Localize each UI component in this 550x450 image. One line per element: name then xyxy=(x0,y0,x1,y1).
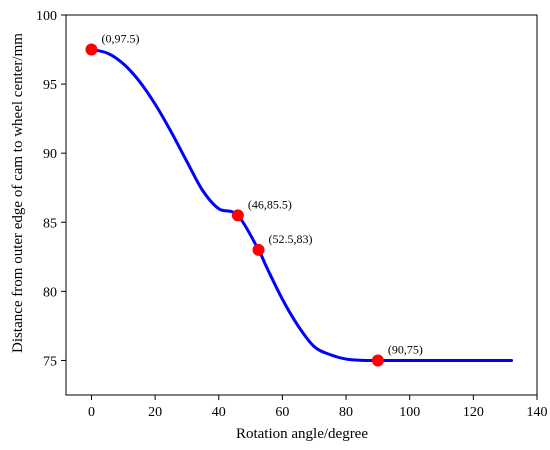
y-tick-label: 90 xyxy=(43,147,57,162)
data-point-annotation: (46,85.5) xyxy=(248,197,292,211)
plot-frame xyxy=(65,14,538,396)
data-point-annotation: (0,97.5) xyxy=(101,32,139,46)
x-tick-label: 60 xyxy=(275,405,289,420)
data-point-marker xyxy=(85,43,98,56)
data-point-marker xyxy=(252,243,265,256)
markers-layer xyxy=(85,43,384,367)
x-tick-label: 20 xyxy=(148,405,162,420)
y-tick-label: 95 xyxy=(43,78,57,93)
axis-ticks: 0 20 40 60 80 100 120 140 75 80 85 90 95 100 xyxy=(36,9,548,420)
data-point-marker xyxy=(371,354,384,367)
y-axis-label: Distance from outer edge of cam to wheel… xyxy=(10,33,26,353)
x-tick-label: 100 xyxy=(399,405,420,420)
x-axis-label: Rotation angle/degree xyxy=(236,426,368,442)
data-point-annotation: (90,75) xyxy=(388,342,423,356)
plot-area-border xyxy=(65,14,538,396)
x-tick-label: 140 xyxy=(527,405,548,420)
annotations-layer: (0,97.5) (46,85.5) (52.5,83) (90,75) xyxy=(101,32,422,357)
series-line-layer xyxy=(89,48,514,362)
y-tick-label: 100 xyxy=(36,9,57,24)
x-tick-label: 120 xyxy=(463,405,484,420)
x-tick-label: 0 xyxy=(88,405,95,420)
y-tick-label: 75 xyxy=(43,354,57,369)
y-tick-label: 80 xyxy=(43,285,57,300)
x-tick-label: 80 xyxy=(339,405,353,420)
series-line xyxy=(89,48,514,362)
x-tick-label: 40 xyxy=(212,405,226,420)
data-point-marker xyxy=(231,209,244,222)
y-tick-label: 85 xyxy=(43,216,57,231)
data-point-annotation: (52.5,83) xyxy=(269,232,313,246)
